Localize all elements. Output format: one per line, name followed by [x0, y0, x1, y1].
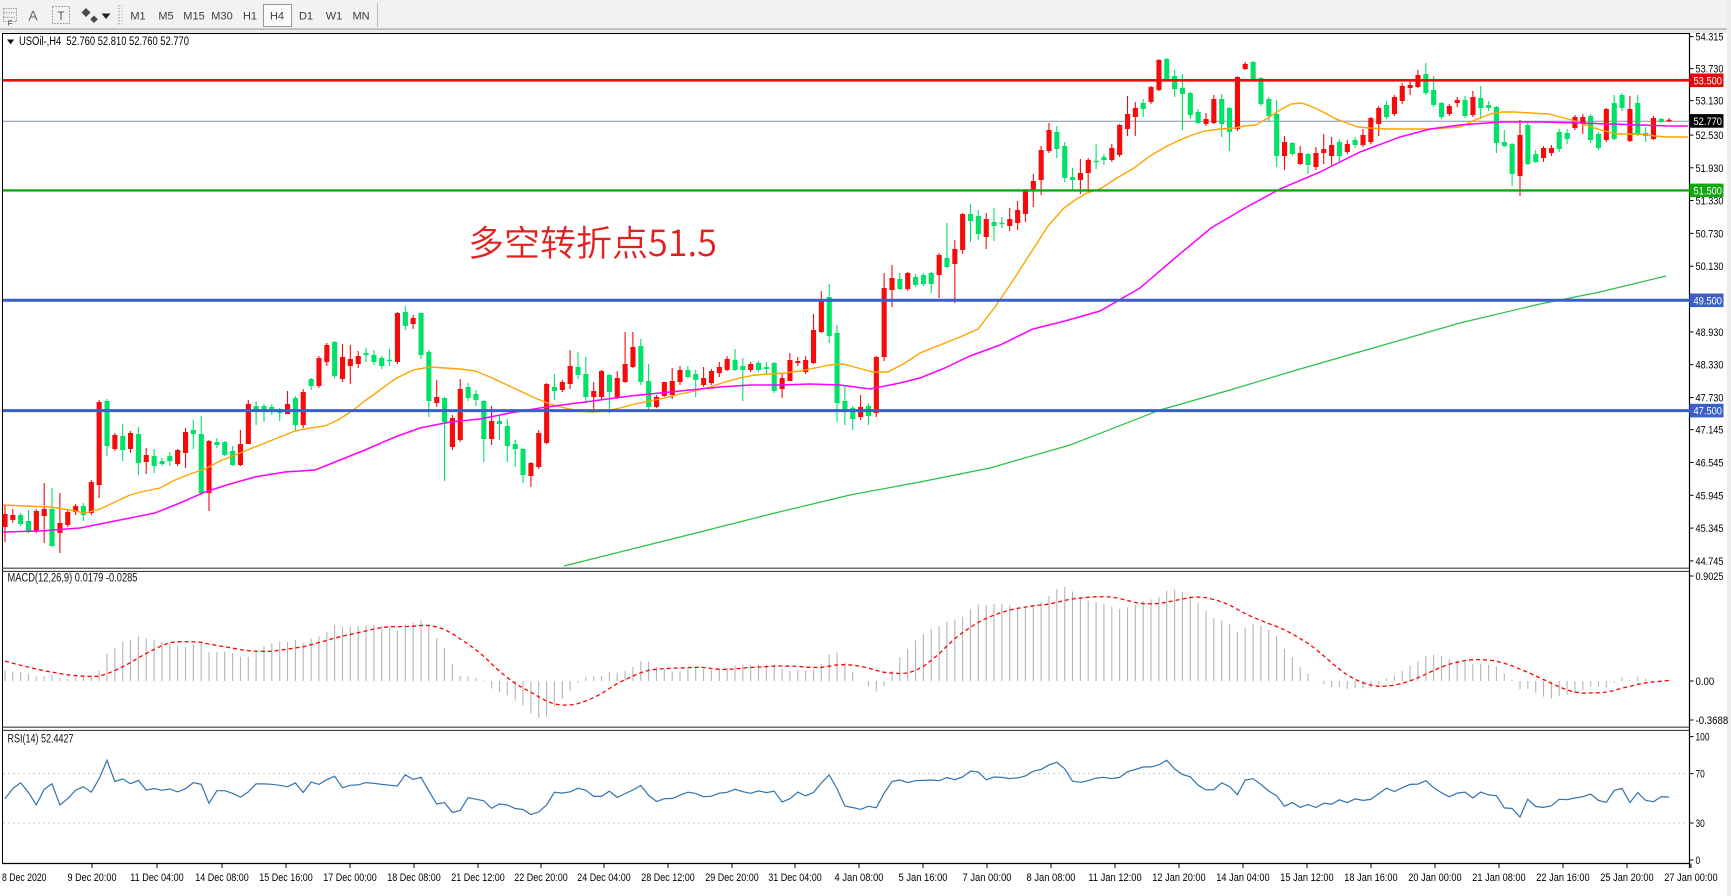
svg-text:100: 100 [1696, 732, 1710, 744]
svg-text:M30: M30 [211, 11, 232, 23]
svg-text:25 Jan 20:00: 25 Jan 20:00 [1600, 872, 1653, 884]
svg-text:52.530: 52.530 [1696, 130, 1724, 142]
svg-text:53.500: 53.500 [1694, 75, 1723, 87]
svg-text:50.130: 50.130 [1696, 261, 1724, 273]
svg-text:31 Dec 04:00: 31 Dec 04:00 [768, 872, 821, 884]
svg-text:0.9025: 0.9025 [1696, 571, 1724, 583]
svg-text:17 Dec 00:00: 17 Dec 00:00 [323, 872, 376, 884]
svg-text:F: F [8, 19, 13, 28]
svg-text:53.130: 53.130 [1696, 96, 1724, 108]
svg-text:29 Dec 20:00: 29 Dec 20:00 [705, 872, 758, 884]
svg-text:7 Jan 00:00: 7 Jan 00:00 [963, 872, 1012, 884]
svg-text:15 Dec 16:00: 15 Dec 16:00 [259, 872, 312, 884]
svg-text:D1: D1 [299, 11, 313, 23]
svg-text:28 Dec 12:00: 28 Dec 12:00 [641, 872, 694, 884]
svg-text:47.145: 47.145 [1696, 425, 1724, 437]
svg-text:A: A [28, 8, 38, 24]
svg-text:5 Jan 16:00: 5 Jan 16:00 [899, 872, 948, 884]
svg-text:46.545: 46.545 [1696, 458, 1724, 470]
svg-text:51.330: 51.330 [1696, 196, 1724, 208]
svg-text:48.930: 48.930 [1696, 327, 1724, 339]
svg-text:H1: H1 [243, 11, 257, 23]
svg-text:MN: MN [352, 11, 369, 23]
svg-text:11 Jan 12:00: 11 Jan 12:00 [1088, 872, 1141, 884]
svg-text:9 Dec 20:00: 9 Dec 20:00 [68, 872, 117, 884]
svg-text:48.330: 48.330 [1696, 360, 1724, 372]
svg-text:21 Dec 12:00: 21 Dec 12:00 [451, 872, 504, 884]
svg-text:21 Jan 08:00: 21 Jan 08:00 [1472, 872, 1525, 884]
svg-text:M1: M1 [130, 11, 145, 23]
svg-text:53.730: 53.730 [1696, 64, 1724, 76]
svg-text:45.345: 45.345 [1696, 523, 1724, 535]
svg-text:20 Jan 00:00: 20 Jan 00:00 [1408, 872, 1461, 884]
svg-text:M15: M15 [183, 11, 204, 23]
svg-text:50.730: 50.730 [1696, 228, 1724, 240]
svg-text:0: 0 [1696, 855, 1701, 867]
svg-text:44.745: 44.745 [1696, 556, 1724, 568]
svg-text:49.500: 49.500 [1694, 295, 1723, 307]
svg-text:11 Dec 04:00: 11 Dec 04:00 [130, 872, 183, 884]
svg-text:27 Jan 00:00: 27 Jan 00:00 [1664, 872, 1717, 884]
svg-text:4 Jan 08:00: 4 Jan 08:00 [835, 872, 884, 884]
svg-text:18 Dec 08:00: 18 Dec 08:00 [387, 872, 440, 884]
svg-text:H4: H4 [270, 11, 284, 23]
svg-text:18 Jan 16:00: 18 Jan 16:00 [1344, 872, 1397, 884]
svg-text:22 Dec 20:00: 22 Dec 20:00 [514, 872, 567, 884]
svg-text:-0.3688: -0.3688 [1696, 715, 1729, 727]
svg-text:W1: W1 [326, 11, 343, 23]
svg-text:T: T [57, 11, 64, 23]
svg-text:14 Dec 08:00: 14 Dec 08:00 [195, 872, 248, 884]
svg-text:30: 30 [1696, 818, 1705, 830]
svg-text:24 Dec 04:00: 24 Dec 04:00 [577, 872, 630, 884]
svg-text:51.930: 51.930 [1696, 163, 1724, 175]
svg-text:47.500: 47.500 [1694, 406, 1723, 418]
svg-text:8 Jan 08:00: 8 Jan 08:00 [1027, 872, 1076, 884]
svg-text:0.00: 0.00 [1696, 676, 1715, 688]
svg-text:M5: M5 [158, 11, 173, 23]
svg-text:15 Jan 12:00: 15 Jan 12:00 [1280, 872, 1333, 884]
svg-text:8 Dec 2020: 8 Dec 2020 [2, 872, 47, 884]
svg-text:22 Jan 16:00: 22 Jan 16:00 [1536, 872, 1589, 884]
svg-text:MACD(12,26,9) 0.0179 -0.0285: MACD(12,26,9) 0.0179 -0.0285 [8, 573, 138, 585]
svg-text:47.730: 47.730 [1696, 393, 1724, 405]
svg-text:52.770: 52.770 [1694, 116, 1723, 128]
svg-text:RSI(14) 52.4427: RSI(14) 52.4427 [8, 734, 74, 746]
svg-text:54.315: 54.315 [1696, 32, 1724, 44]
svg-text:12 Jan 20:00: 12 Jan 20:00 [1152, 872, 1205, 884]
svg-text:51.500: 51.500 [1694, 185, 1723, 197]
svg-text:14 Jan 04:00: 14 Jan 04:00 [1216, 872, 1269, 884]
svg-text:70: 70 [1696, 769, 1705, 781]
svg-text:USOil-,H4 52.760 52.810 52.76: USOil-,H4 52.760 52.810 52.760 52.770 [19, 36, 189, 48]
svg-text:45.945: 45.945 [1696, 490, 1724, 502]
